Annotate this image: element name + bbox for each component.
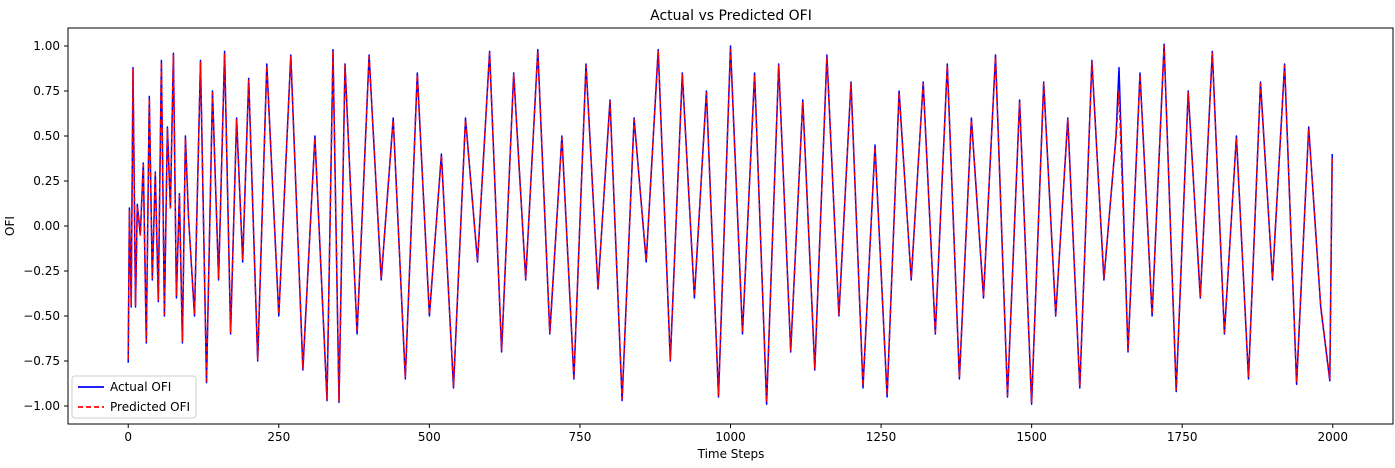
chart-title: Actual vs Predicted OFI (650, 8, 812, 24)
y-tick-label: −0.75 (23, 354, 60, 368)
y-tick-label: 0.25 (33, 174, 60, 188)
x-axis-label: Time Steps (697, 447, 765, 461)
series-line-actual (127, 43, 1333, 405)
x-tick-label: 2000 (1317, 430, 1348, 444)
legend: Actual OFI Predicted OFI (71, 375, 197, 419)
plot-lines (127, 43, 1333, 405)
y-tick-label: 1.00 (33, 39, 60, 53)
x-tick-label: 1250 (866, 430, 897, 444)
x-axis-ticks: 0 250 500 750 1000 1250 1500 1750 2000 (124, 424, 1348, 444)
y-tick-label: −1.00 (23, 399, 60, 413)
y-tick-label: 0.50 (33, 129, 60, 143)
x-tick-label: 750 (568, 430, 591, 444)
y-tick-label: 0.00 (33, 219, 60, 233)
x-tick-label: 1000 (715, 430, 746, 444)
legend-label-predicted: Predicted OFI (110, 400, 190, 414)
legend-label-actual: Actual OFI (110, 380, 171, 394)
y-tick-label: −0.50 (23, 309, 60, 323)
y-axis-label: OFI (3, 216, 17, 236)
y-axis-ticks: 1.00 0.75 0.50 0.25 0.00 −0.25 −0.50 −0.75 −1.00 (23, 39, 68, 413)
x-tick-label: 1750 (1167, 430, 1198, 444)
y-tick-label: −0.25 (23, 264, 60, 278)
x-tick-label: 0 (124, 430, 132, 444)
x-tick-label: 250 (267, 430, 290, 444)
x-tick-label: 500 (418, 430, 441, 444)
y-tick-label: 0.75 (33, 84, 60, 98)
series-line-predicted (127, 45, 1333, 404)
x-tick-label: 1500 (1016, 430, 1047, 444)
